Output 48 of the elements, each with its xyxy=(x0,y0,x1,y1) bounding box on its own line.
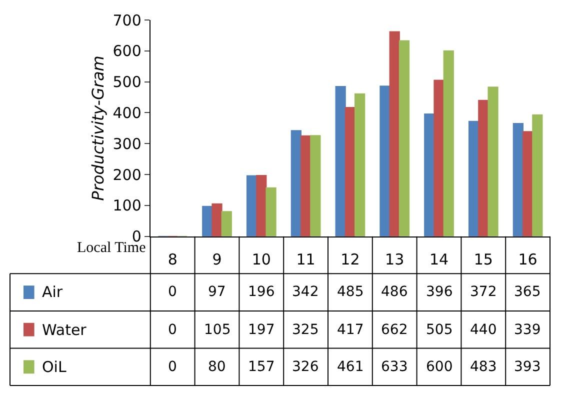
x-tick-label: 8 xyxy=(168,250,178,268)
data-label: 325 xyxy=(292,322,319,338)
x-tick-label: 13 xyxy=(385,250,404,268)
data-label: 342 xyxy=(292,284,319,300)
y-tick-label: 200 xyxy=(112,166,142,184)
y-tick-label: 300 xyxy=(112,134,142,153)
x-tick-label: 9 xyxy=(212,250,222,268)
data-label: 662 xyxy=(381,322,408,338)
data-label: 396 xyxy=(426,284,453,300)
legend-label: OiL xyxy=(42,358,67,376)
data-label: 486 xyxy=(381,284,408,300)
y-tick-label: 100 xyxy=(112,196,142,215)
y-tick-label: 500 xyxy=(112,73,142,92)
data-label: 461 xyxy=(337,359,364,375)
y-tick-label: 600 xyxy=(112,42,142,60)
x-tick-label: 16 xyxy=(518,250,538,268)
data-label: 0 xyxy=(168,284,177,300)
data-label: 196 xyxy=(248,284,275,300)
data-label: 440 xyxy=(470,322,497,338)
y-axis-title: Productivity-Gram xyxy=(88,56,108,201)
legend-label: Water xyxy=(42,321,88,339)
data-label: 197 xyxy=(248,322,275,338)
data-label: 97 xyxy=(208,284,226,300)
y-tick-label: 400 xyxy=(112,104,142,122)
x-tick-label: 15 xyxy=(474,250,493,268)
data-label: 365 xyxy=(514,284,541,300)
data-label: 633 xyxy=(381,359,408,375)
data-label: 600 xyxy=(426,359,453,375)
data-label: 485 xyxy=(337,284,364,300)
x-tick-label: 10 xyxy=(252,250,271,268)
legend-label: Air xyxy=(42,283,64,301)
x-tick-label: 12 xyxy=(340,250,360,268)
data-label: 393 xyxy=(514,359,541,375)
data-label: 80 xyxy=(208,359,226,375)
x-tick-label: 14 xyxy=(429,250,449,268)
data-label: 157 xyxy=(248,359,275,375)
data-label: 483 xyxy=(470,359,497,375)
data-label: 417 xyxy=(337,322,364,338)
data-label: 339 xyxy=(514,322,541,338)
data-label: 105 xyxy=(204,322,231,338)
x-tick-label: 11 xyxy=(296,250,316,268)
data-label: 0 xyxy=(168,359,177,375)
y-tick-label: 0 xyxy=(132,228,142,246)
data-label: 326 xyxy=(292,359,319,375)
data-label: 0 xyxy=(168,322,177,338)
y-tick-label: 700 xyxy=(112,11,142,30)
data-label: 372 xyxy=(470,284,497,300)
data-label: 505 xyxy=(426,322,453,338)
